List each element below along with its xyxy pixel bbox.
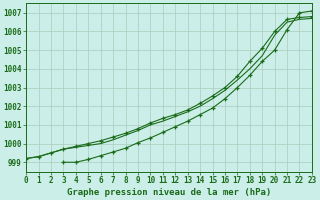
X-axis label: Graphe pression niveau de la mer (hPa): Graphe pression niveau de la mer (hPa): [67, 188, 271, 197]
